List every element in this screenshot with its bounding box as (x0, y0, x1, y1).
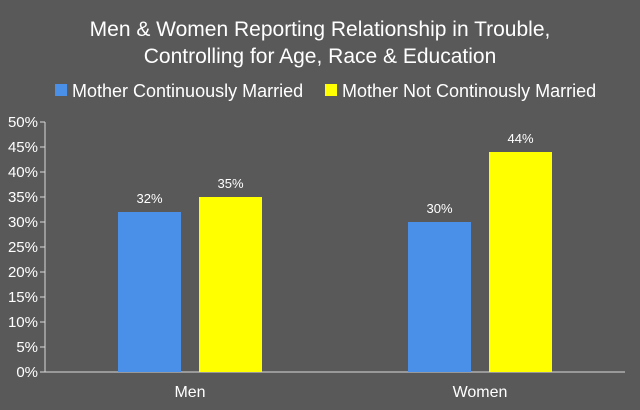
y-tick-label: 15% (8, 289, 38, 306)
bar-women-series-2 (489, 152, 552, 372)
y-tick-label: 45% (8, 139, 38, 156)
bars (118, 152, 552, 372)
y-tick-label: 25% (8, 239, 38, 256)
y-tick-label: 30% (8, 214, 38, 231)
bar-men-series-1 (118, 212, 181, 372)
legend: Mother Continuously Married Mother Not C… (55, 81, 596, 101)
data-label: 30% (426, 201, 452, 216)
chart-title-line-2: Controlling for Age, Race & Education (144, 45, 497, 68)
category-label: Women (453, 384, 508, 401)
category-label: Men (174, 384, 205, 401)
legend-swatch-not-continuously-married (325, 84, 337, 96)
data-label: 32% (136, 191, 162, 206)
y-tick-label: 5% (16, 339, 38, 356)
y-tick-label: 10% (8, 314, 38, 331)
y-tick-label: 0% (16, 364, 38, 381)
chart-title-line-1: Men & Women Reporting Relationship in Tr… (90, 18, 551, 41)
data-labels: 32% 35% 30% 44% (136, 131, 533, 216)
bar-men-series-2 (199, 197, 262, 372)
chart-title: Men & Women Reporting Relationship in Tr… (90, 18, 551, 68)
y-tick-label: 35% (8, 189, 38, 206)
y-tick-label: 40% (8, 164, 38, 181)
data-label: 35% (217, 176, 243, 191)
bar-women-series-1 (408, 222, 471, 372)
y-tick-label: 20% (8, 264, 38, 281)
legend-label-continuously-married: Mother Continuously Married (72, 81, 303, 101)
legend-swatch-continuously-married (55, 84, 67, 96)
y-tick-labels: 0% 5% 10% 15% 20% 25% 30% 35% 40% 45% 50% (8, 114, 45, 381)
category-labels: Men Women (174, 384, 507, 401)
y-tick-label: 50% (8, 114, 38, 131)
data-label: 44% (507, 131, 533, 146)
legend-label-not-continuously-married: Mother Not Continously Married (342, 81, 596, 101)
